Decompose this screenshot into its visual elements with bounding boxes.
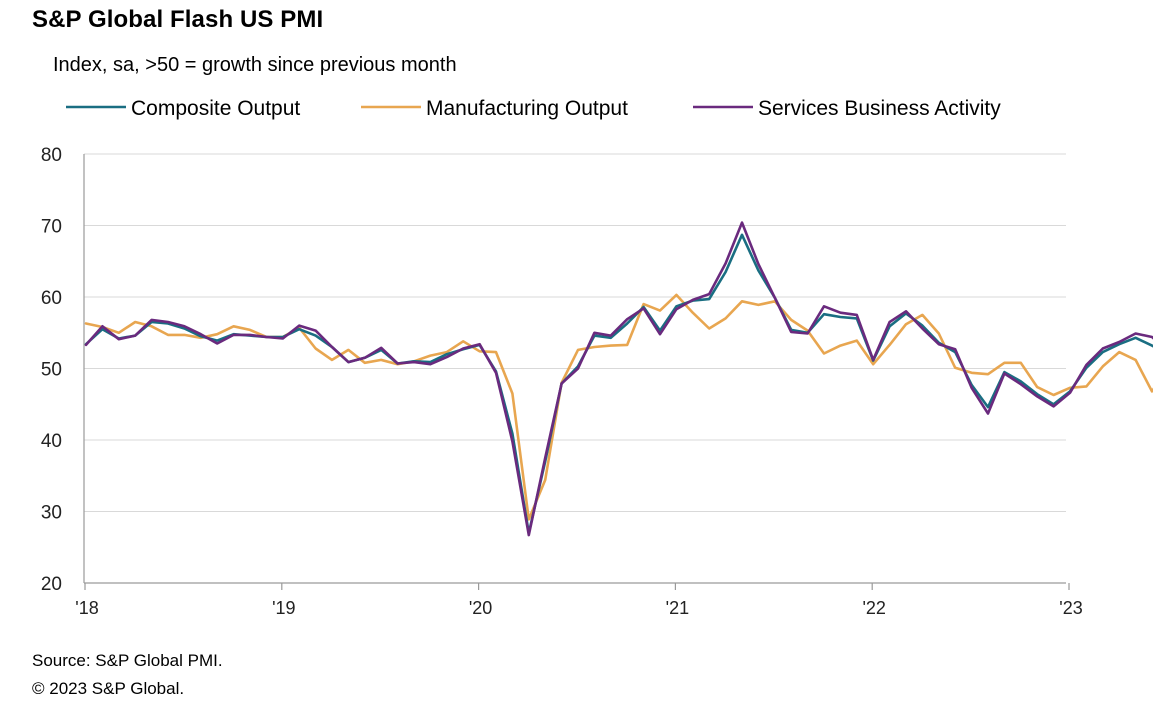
series-line-services-business-activity [84,221,1153,537]
y-tick-label-50: 50 [41,360,62,381]
y-tick-label-20: 20 [41,574,62,595]
y-tick-label-40: 40 [41,431,62,452]
x-tick-label-0: '18 [75,598,98,618]
series-lines [84,221,1153,537]
y-tick-label-30: 30 [41,503,62,524]
y-tick-label-60: 60 [41,288,62,309]
chart-svg: Composite Output Manufacturing Output Se… [41,97,1153,618]
y-tick-label-70: 70 [41,217,62,238]
x-tick-label-24: '20 [469,598,492,618]
chart-title: S&P Global Flash US PMI [32,6,324,33]
y-axis-ticks: 20 30 40 50 60 70 80 [41,145,62,595]
legend: Composite Output Manufacturing Output Se… [66,97,1001,120]
chart-subtitle: Index, sa, >50 = growth since previous m… [53,54,457,76]
x-tick-label-12: '19 [272,598,295,618]
gridlines [84,153,1066,512]
x-tick-label-36: '21 [666,598,689,618]
legend-label-manufacturing-output: Manufacturing Output [426,97,628,120]
copyright-note: © 2023 S&P Global. [32,679,185,698]
series-line-composite-output [84,233,1153,535]
y-tick-label-80: 80 [41,145,62,166]
x-axis: '18 '19 '20 '21 '22 '23 [75,154,1083,618]
source-note: Source: S&P Global PMI. [32,651,223,670]
x-tick-label-60: '23 [1059,598,1082,618]
x-tick-label-48: '22 [862,598,885,618]
legend-label-services-business-activity: Services Business Activity [758,97,1001,120]
legend-label-composite-output: Composite Output [131,97,300,120]
